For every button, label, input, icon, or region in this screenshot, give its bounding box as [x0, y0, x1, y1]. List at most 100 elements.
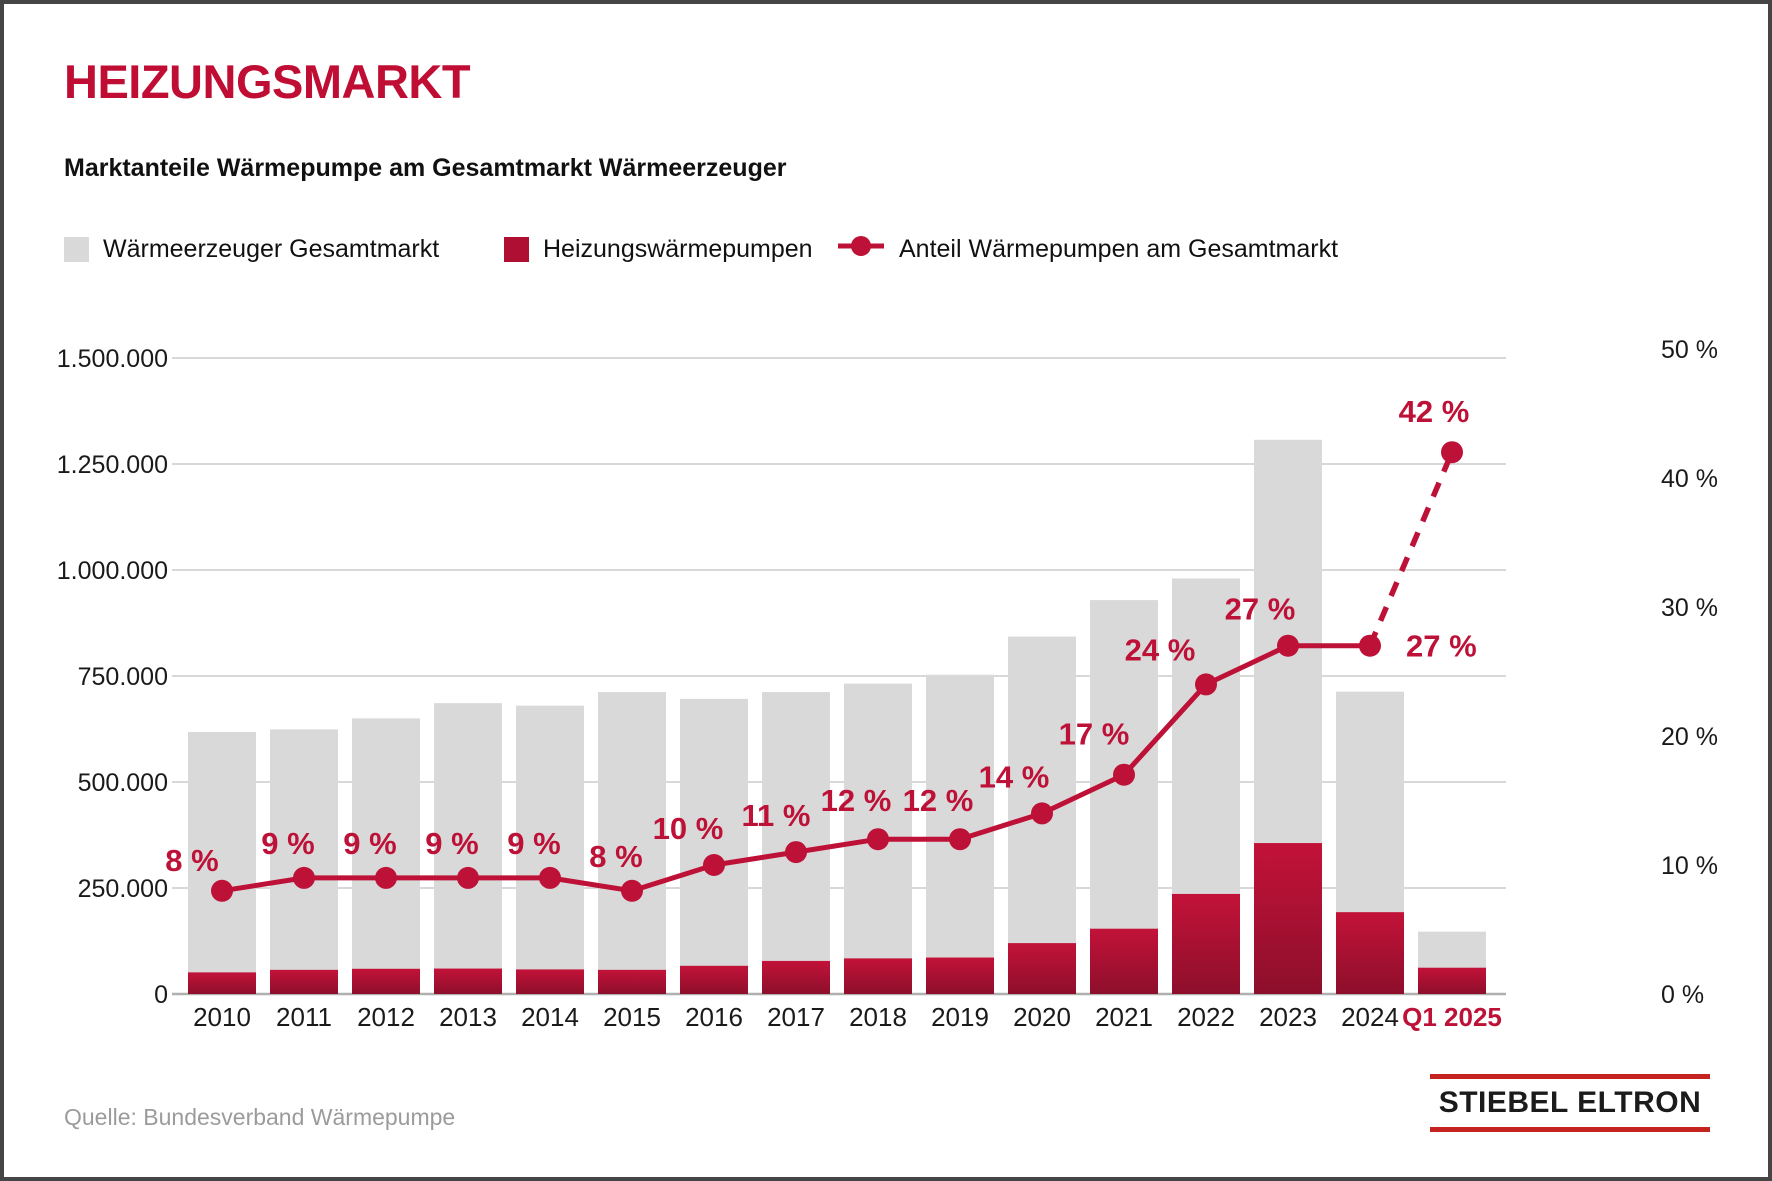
market-share-chart: 0 250.000 500.000 750.000 1.000.000 1.250.000…: [57, 336, 1718, 1032]
legend-item-heat-pumps: Heizungswärmepumpen: [504, 234, 813, 264]
heat-pump-bar: [516, 969, 584, 994]
share-point-label: 14 %: [979, 759, 1050, 794]
share-point: [621, 879, 643, 902]
legend-item-total-market: Wärmeerzeuger Gesamtmarkt: [64, 234, 439, 264]
share-point: [293, 866, 315, 889]
heat-pump-bar: [270, 969, 338, 994]
share-point-label: 24 %: [1125, 632, 1196, 667]
share-point: [211, 879, 233, 902]
heat-pump-bar: [352, 968, 420, 994]
heat-pump-swatch-icon: [504, 236, 529, 262]
share-point: [1441, 441, 1463, 464]
share-point: [457, 866, 479, 889]
total-market-bar: [1090, 600, 1158, 994]
x-label-year: 2012: [357, 1002, 415, 1032]
x-label-year: 2014: [521, 1002, 579, 1032]
share-point: [867, 828, 889, 851]
heat-pump-bar: [434, 968, 502, 994]
heat-pump-bar: [926, 957, 994, 994]
x-label-year: 2018: [849, 1002, 907, 1032]
share-point: [1031, 802, 1053, 825]
page-title: HEIZUNGSMARKT: [64, 55, 471, 108]
right-axis-tick-label: 20 %: [1661, 723, 1718, 751]
total-market-bar: [188, 731, 256, 994]
legend-label: Anteil Wärmepumpen am Gesamtmarkt: [899, 234, 1339, 263]
share-point-label: 42 %: [1399, 394, 1470, 429]
heat-pump-bar: [598, 969, 666, 994]
left-axis-tick-label: 500.000: [78, 769, 168, 797]
heat-pump-bar: [1008, 943, 1076, 994]
total-market-bar: [598, 692, 666, 994]
right-axis-tick-label: 50 %: [1661, 336, 1718, 364]
share-point-label: 9 %: [507, 826, 560, 861]
heat-pump-bar: [188, 972, 256, 994]
share-point-label: 10 %: [653, 811, 724, 846]
share-point-label: 12 %: [903, 783, 974, 818]
share-point-label: 17 %: [1059, 717, 1130, 752]
total-market-bar: [352, 718, 420, 994]
x-label-year: 2024: [1341, 1002, 1399, 1032]
share-point-label: 9 %: [261, 826, 314, 861]
x-label-year: 2022: [1177, 1002, 1235, 1032]
source-note: Quelle: Bundesverband Wärmepumpe: [64, 1104, 456, 1130]
heat-pump-bar: [1336, 912, 1404, 994]
share-point: [949, 828, 971, 851]
right-axis-tick-label: 10 %: [1661, 852, 1718, 880]
legend-label: Wärmeerzeuger Gesamtmarkt: [103, 234, 440, 263]
share-point-label: 12 %: [821, 783, 892, 818]
x-label-year: 2015: [603, 1002, 661, 1032]
share-point: [1195, 673, 1217, 696]
heat-pump-bar: [844, 958, 912, 994]
total-market-bar: [680, 698, 748, 994]
share-point-label: 11 %: [742, 798, 811, 833]
left-axis-tick-label: 1.500.000: [57, 345, 168, 373]
legend-label: Heizungswärmepumpen: [543, 234, 813, 263]
share-line-forecast-dashed: [1367, 451, 1455, 647]
x-label-year: 2019: [931, 1002, 989, 1032]
share-point-label: 8 %: [165, 843, 218, 878]
share-point-label: 9 %: [343, 826, 396, 861]
share-point: [1277, 634, 1299, 657]
right-axis-tick-label: 40 %: [1661, 465, 1718, 493]
right-axis-tick-label: 0 %: [1661, 981, 1704, 1009]
share-point-label: 8 %: [589, 839, 642, 874]
x-label-year: 2011: [276, 1002, 332, 1032]
left-axis-tick-label: 750.000: [78, 663, 168, 691]
page-subtitle: Marktanteile Wärmepumpe am Gesamtmarkt W…: [64, 154, 787, 182]
x-label-year: 2023: [1259, 1002, 1317, 1032]
heat-pump-bar: [1418, 967, 1486, 994]
left-axis-tick-label: 1.000.000: [57, 557, 168, 585]
share-point: [785, 841, 807, 864]
x-label-year: 2020: [1013, 1002, 1071, 1032]
x-label-q1-2025: Q1 2025: [1402, 1002, 1502, 1032]
total-market-bar: [434, 703, 502, 994]
share-point: [1359, 634, 1381, 657]
total-market-swatch-icon: [64, 236, 89, 262]
x-label-year: 2021: [1095, 1002, 1153, 1032]
x-label-year: 2017: [767, 1002, 825, 1032]
share-point: [703, 854, 725, 876]
x-label-year: 2016: [685, 1002, 743, 1032]
heat-pump-bar: [680, 965, 748, 994]
share-point: [1113, 763, 1135, 786]
right-axis-tick-label: 30 %: [1661, 594, 1718, 622]
left-axis-tick-label: 0: [154, 981, 168, 1009]
share-point: [375, 866, 397, 889]
heat-pump-bar: [1090, 928, 1158, 994]
stiebel-eltron-logo: STIEBEL ELTRON: [1430, 1074, 1710, 1132]
x-label-year: 2013: [439, 1002, 497, 1032]
line-dot-marker-icon: [837, 235, 885, 264]
total-market-bar: [516, 705, 584, 994]
share-point-label: 27 %: [1406, 629, 1477, 664]
x-label-year: 2010: [193, 1002, 251, 1032]
legend-item-share-line: Anteil Wärmepumpen am Gesamtmarkt: [837, 234, 1338, 264]
share-point: [539, 866, 561, 889]
total-market-bar: [270, 729, 338, 994]
heat-pump-bar: [762, 960, 830, 994]
heat-pump-bar: [1172, 893, 1240, 994]
share-point-label: 9 %: [425, 826, 478, 861]
left-axis-tick-label: 1.250.000: [57, 451, 168, 479]
heat-pump-bar: [1254, 843, 1322, 994]
share-point-label: 27 %: [1225, 592, 1296, 627]
